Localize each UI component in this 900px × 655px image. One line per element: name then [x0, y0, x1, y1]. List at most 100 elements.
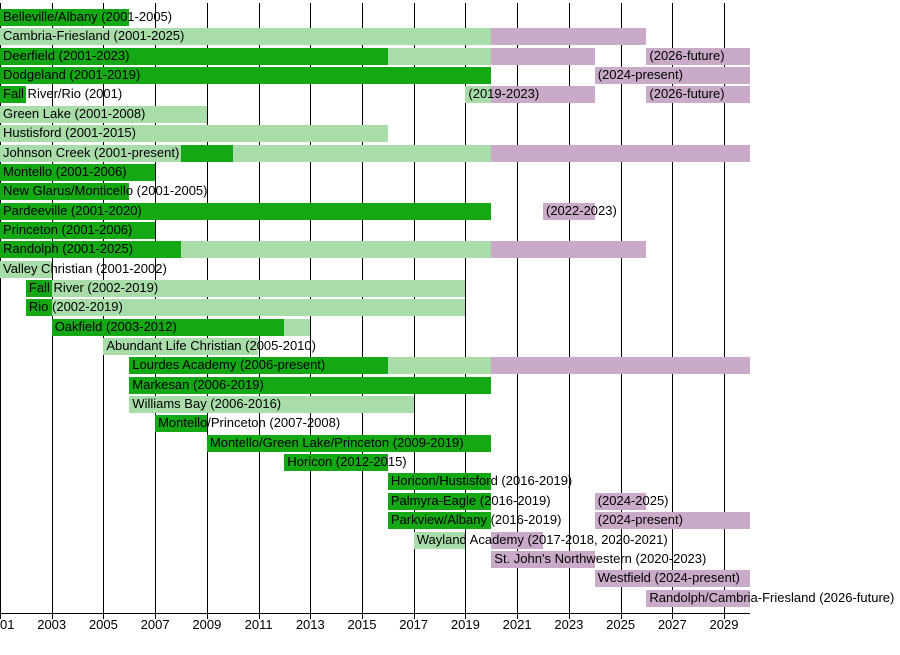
- timeline-bar-segment: [284, 454, 388, 472]
- x-axis-tick: [0, 614, 1, 619]
- timeline-bar-segment: [491, 241, 647, 259]
- timeline-bar-segment: [0, 163, 156, 181]
- timeline-bar-segment: [594, 570, 750, 588]
- timeline-bar-segment: [491, 531, 543, 549]
- x-axis-tick-label: 2029: [709, 617, 739, 632]
- timeline-bar-segment: [0, 47, 388, 65]
- x-axis-tick: [413, 614, 415, 619]
- segment-period-label: (2024-present): [597, 67, 683, 83]
- timeline-bar-segment: [0, 86, 26, 104]
- timeline-bar-segment: [103, 338, 259, 355]
- timeline-bar-segment: [129, 396, 414, 413]
- row-label: Williams Bay (2006-2016): [132, 396, 282, 411]
- gridline-2029: [724, 3, 725, 613]
- timeline-bar-segment: [232, 144, 492, 162]
- timeline-bar-segment: [155, 415, 207, 433]
- row-label: Wayland Academy (2017-2018, 2020-2021): [416, 531, 668, 547]
- timeline-bar-segment: [594, 67, 750, 85]
- timeline-bar-segment: [491, 86, 595, 104]
- timeline-bar-segment: [491, 144, 750, 162]
- row-label: Westfield (2024-present): [597, 570, 740, 586]
- gridline-2023: [568, 3, 570, 613]
- timeline-bar-segment: [129, 376, 492, 394]
- gridline-2019: [465, 3, 467, 613]
- row-label: Fall River (2002-2019): [28, 279, 159, 295]
- timeline-bar-segment: [0, 28, 492, 46]
- timeline-bar-segment: [646, 47, 750, 65]
- timeline-bar-segment: [491, 28, 647, 46]
- timeline-bar-segment: [0, 67, 492, 85]
- x-axis-tick: [51, 614, 53, 619]
- row-label: Randolph/Cambria-Friesland (2026-future): [649, 589, 895, 605]
- timeline-bar-segment: [206, 434, 492, 452]
- row-label: Oakfield (2003-2012): [54, 318, 177, 334]
- x-axis-tick-label: 2025: [606, 617, 636, 632]
- x-axis-tick: [155, 614, 157, 619]
- row-label: Horicon/Hustisford (2016-2019): [390, 473, 573, 489]
- row-label: Randolph (2001-2025): [3, 241, 134, 257]
- timeline-bar-segment: [594, 492, 647, 510]
- timeline-bar-segment: [543, 202, 595, 220]
- x-axis-tick: [362, 614, 363, 619]
- gridline-2025: [620, 3, 622, 613]
- gridline-2001: [0, 3, 1, 613]
- timeline-bar-segment: [0, 144, 181, 162]
- x-axis-tick-label: 2001: [0, 617, 15, 632]
- row-label: Valley Christian (2001-2002): [3, 260, 167, 276]
- row-label: Palmyra-Eagle (2016-2019): [390, 492, 551, 508]
- timeline-bar-segment: [465, 86, 492, 104]
- timeline-bar-segment: [387, 357, 492, 375]
- timeline-bar-segment: [181, 241, 492, 259]
- x-axis-tick: [206, 614, 208, 619]
- timeline-bar-segment: [387, 47, 492, 65]
- row-label: Lourdes Academy (2006-present): [132, 357, 326, 373]
- row-label: Hustisford (2001-2015): [3, 125, 136, 141]
- row-label: Horicon (2012-2015): [287, 454, 407, 470]
- x-axis-tick-label: 2023: [554, 617, 584, 632]
- timeline-bar-segment: [181, 144, 233, 162]
- timeline-bar-segment: [0, 202, 492, 220]
- x-axis-tick-label: 2007: [140, 617, 170, 632]
- x-axis-tick: [103, 614, 105, 619]
- x-axis-tick: [568, 614, 570, 619]
- row-label: Cambria-Friesland (2001-2025): [3, 28, 185, 44]
- segment-period-label: (2026-future): [649, 86, 725, 102]
- row-label: Princeton (2001-2006): [3, 221, 133, 237]
- timeline-bar-segment: [0, 105, 207, 123]
- row-label: Parkview/Albany (2016-2019): [390, 512, 562, 528]
- timeline-bar-segment: [0, 221, 156, 239]
- x-axis-tick-label: 2003: [37, 617, 67, 632]
- segment-period-label: (2019-2023): [468, 86, 540, 102]
- row-label: Abundant Life Christian (2005-2010): [106, 338, 316, 353]
- row-label: Deerfield (2001-2023): [3, 47, 130, 63]
- row-label: Markesan (2006-2019): [132, 376, 264, 392]
- x-axis-tick: [620, 614, 622, 619]
- timeline-bar-segment: [491, 550, 595, 568]
- x-axis-tick-label: 2021: [502, 617, 532, 632]
- x-axis-tick-label: 2017: [399, 617, 429, 632]
- timeline-bar-segment: [0, 125, 388, 143]
- row-label: Green Lake (2001-2008): [3, 105, 146, 121]
- x-axis-tick-label: 2011: [244, 617, 273, 632]
- x-axis-tick-label: 2027: [657, 617, 687, 632]
- row-label: Montello/Green Lake/Princeton (2009-2019…: [209, 434, 464, 450]
- x-axis-tick: [672, 614, 674, 619]
- row-label: Belleville/Albany (2001-2005): [3, 9, 173, 24]
- row-label: Montello/Princeton (2007-2008): [158, 415, 341, 431]
- x-axis-tick-label: 2005: [88, 617, 118, 632]
- timeline-bar-segment: [25, 299, 52, 317]
- timeline-bar-segment: [0, 9, 130, 26]
- row-label: Pardeeville (2001-2020): [3, 202, 142, 218]
- x-axis-tick: [310, 614, 312, 619]
- row-label: Johnson Creek (2001-present): [3, 144, 180, 160]
- segment-period-label: (2024-2025): [597, 492, 669, 508]
- timeline-bar-segment: [51, 318, 285, 336]
- gridline-2027: [672, 3, 674, 613]
- x-axis-tick-label: 2013: [295, 617, 325, 632]
- row-label: Montello (2001-2006): [3, 163, 127, 179]
- x-axis-tick: [465, 614, 467, 619]
- timeline-bar-segment: [129, 357, 388, 375]
- x-axis-tick-label: 2015: [347, 617, 377, 632]
- x-axis-line: [0, 613, 750, 614]
